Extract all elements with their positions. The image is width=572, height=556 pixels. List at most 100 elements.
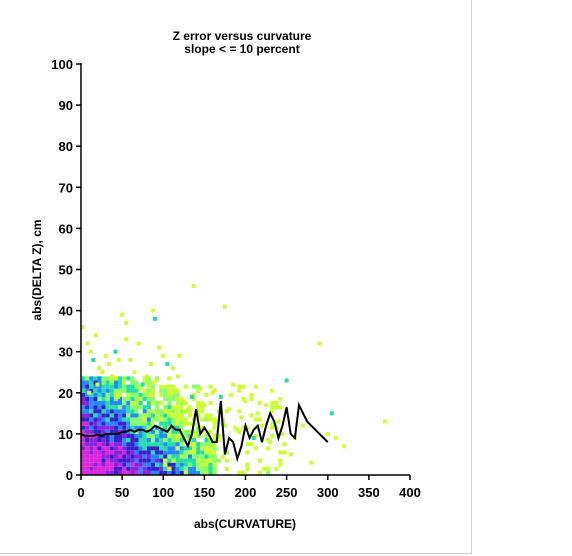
- density-cell: [200, 405, 205, 410]
- density-cell: [85, 376, 90, 381]
- density-cell: [126, 425, 131, 430]
- density-cell: [109, 458, 114, 463]
- density-cell: [163, 405, 168, 410]
- density-cell: [187, 405, 193, 410]
- density-cell: [118, 425, 123, 430]
- density-cell: [179, 442, 184, 447]
- scatter-point: [239, 415, 244, 420]
- density-cell: [85, 438, 90, 443]
- density-cell: [155, 454, 160, 459]
- density-cell: [183, 401, 188, 406]
- density-cell: [101, 405, 106, 410]
- density-cell: [257, 458, 262, 463]
- density-cell: [93, 401, 98, 406]
- density-cell: [155, 417, 160, 422]
- density-cell: [155, 433, 160, 438]
- density-cell: [89, 462, 94, 467]
- density-cell: [142, 396, 147, 402]
- density-cell: [138, 470, 143, 475]
- density-cell: [163, 454, 168, 459]
- density-cell: [159, 413, 164, 418]
- density-cell: [204, 442, 209, 447]
- density-cell: [155, 401, 160, 406]
- density-cell: [130, 380, 135, 385]
- density-cell: [122, 380, 127, 385]
- density-cell: [187, 450, 193, 455]
- density-cell: [138, 384, 143, 389]
- x-tick-label: 350: [358, 485, 380, 500]
- density-cell: [134, 409, 139, 414]
- density-cell: [130, 450, 135, 455]
- density-cell: [179, 466, 184, 471]
- density-cell: [167, 429, 172, 434]
- density-cell: [167, 405, 172, 410]
- density-cell: [118, 470, 123, 475]
- density-cell: [204, 454, 209, 459]
- density-cells: [81, 376, 287, 475]
- density-cell: [192, 396, 197, 402]
- scatter-point: [120, 312, 125, 317]
- density-cell: [187, 421, 193, 426]
- y-tick-label: 40: [59, 304, 73, 319]
- density-cell: [81, 470, 86, 475]
- density-cell: [146, 388, 151, 393]
- density-cell: [187, 458, 193, 463]
- density-cell: [89, 396, 94, 402]
- y-tick-label: 100: [51, 57, 73, 72]
- density-cell: [130, 446, 135, 451]
- density-cell: [192, 384, 197, 389]
- density-cell: [134, 421, 139, 426]
- scatter-point: [95, 382, 100, 387]
- density-cell: [159, 438, 164, 443]
- density-cell: [85, 417, 90, 422]
- density-cell: [146, 442, 151, 447]
- density-cell: [167, 421, 172, 426]
- density-cell: [142, 388, 147, 393]
- density-cell: [167, 388, 172, 393]
- density-cell: [118, 421, 123, 426]
- density-cell: [101, 446, 106, 451]
- density-cell: [118, 433, 123, 438]
- density-cell: [138, 442, 143, 447]
- density-cell: [212, 466, 217, 471]
- density-cell: [81, 450, 86, 455]
- scatter-point: [218, 394, 223, 399]
- density-cell: [85, 413, 90, 418]
- scatter-point: [171, 366, 176, 371]
- density-cell: [150, 450, 156, 455]
- density-cell: [134, 470, 139, 475]
- scatter-point: [110, 374, 115, 379]
- density-cell: [118, 442, 123, 447]
- density-cell: [93, 388, 98, 393]
- density-cell: [155, 442, 160, 447]
- density-cell: [113, 433, 118, 438]
- density-cell: [138, 466, 143, 471]
- density-cell: [97, 376, 102, 381]
- density-cell: [159, 466, 164, 471]
- density-cell: [204, 450, 209, 455]
- density-cell: [196, 454, 201, 459]
- density-cell: [163, 417, 168, 422]
- density-cell: [130, 413, 135, 418]
- density-cell: [109, 425, 114, 430]
- density-cell: [146, 413, 151, 418]
- density-cell: [179, 446, 184, 451]
- scatter-point: [235, 427, 240, 432]
- density-cell: [142, 409, 147, 414]
- density-cell: [93, 380, 98, 385]
- density-cell: [85, 409, 90, 414]
- density-cell: [245, 442, 250, 447]
- density-cell: [175, 425, 180, 430]
- y-tick-label: 90: [59, 98, 73, 113]
- density-cell: [89, 454, 94, 459]
- density-cell: [134, 392, 139, 397]
- density-cell: [150, 470, 156, 475]
- density-cell: [167, 466, 172, 471]
- density-cell: [175, 421, 180, 426]
- density-cell: [187, 470, 193, 475]
- density-cell: [105, 425, 110, 430]
- density-cell: [142, 462, 147, 467]
- density-cell: [196, 413, 201, 418]
- scatter-point: [153, 316, 158, 321]
- density-cell: [118, 450, 123, 455]
